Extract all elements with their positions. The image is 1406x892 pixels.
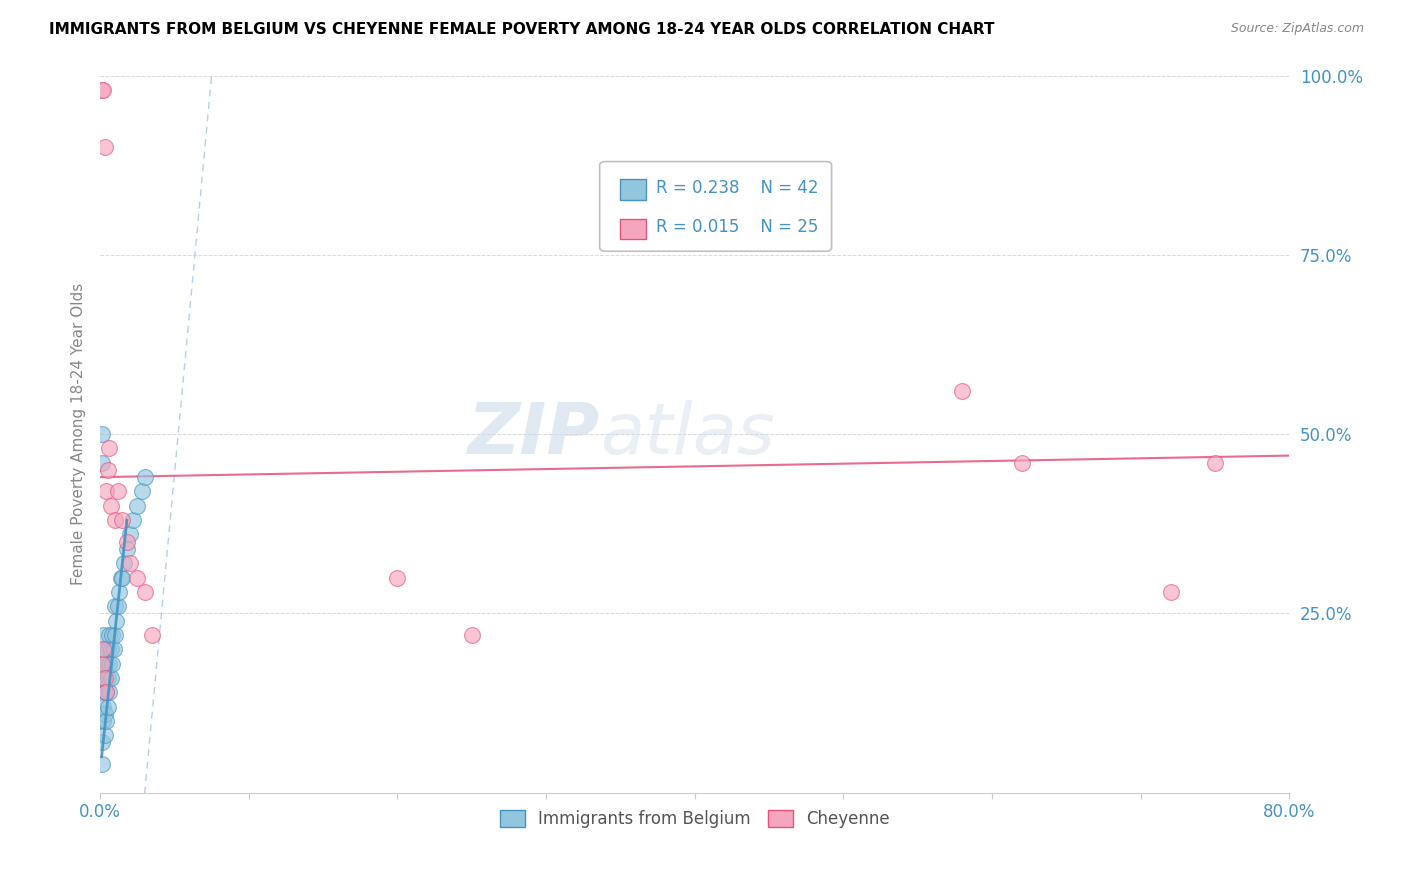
Point — [90, 83, 112, 97]
Bar — [620, 179, 645, 200]
Point — [105, 614, 128, 628]
Point — [115, 534, 138, 549]
Point — [93, 140, 115, 154]
Point — [94, 484, 117, 499]
Point — [98, 657, 121, 671]
Point — [98, 442, 121, 456]
Point — [91, 628, 114, 642]
Point — [127, 499, 149, 513]
Point — [97, 463, 120, 477]
Point — [104, 513, 127, 527]
Legend: Immigrants from Belgium, Cheyenne: Immigrants from Belgium, Cheyenne — [494, 803, 896, 835]
Point — [94, 657, 117, 671]
Point — [90, 427, 112, 442]
Point — [461, 628, 484, 642]
Point — [97, 699, 120, 714]
Point — [131, 484, 153, 499]
Y-axis label: Female Poverty Among 18-24 Year Olds: Female Poverty Among 18-24 Year Olds — [72, 283, 86, 585]
Point — [91, 642, 114, 657]
Text: IMMIGRANTS FROM BELGIUM VS CHEYENNE FEMALE POVERTY AMONG 18-24 YEAR OLDS CORRELA: IMMIGRANTS FROM BELGIUM VS CHEYENNE FEMA… — [49, 22, 994, 37]
Point — [90, 756, 112, 771]
Text: ZIP: ZIP — [467, 400, 599, 468]
Point — [110, 570, 132, 584]
Point — [112, 556, 135, 570]
Point — [93, 664, 115, 678]
Point — [115, 541, 138, 556]
Point — [91, 657, 114, 671]
Point — [134, 585, 156, 599]
Point — [91, 678, 114, 692]
Point — [93, 706, 115, 721]
Point — [97, 671, 120, 685]
Point — [1160, 585, 1182, 599]
Point — [93, 685, 115, 699]
Point — [98, 628, 121, 642]
Point — [94, 685, 117, 699]
Point — [91, 714, 114, 728]
Point — [111, 570, 134, 584]
Point — [387, 570, 409, 584]
Point — [118, 556, 141, 570]
Point — [93, 728, 115, 742]
Point — [93, 642, 115, 657]
Point — [100, 642, 122, 657]
Point — [107, 599, 129, 614]
Point — [1204, 456, 1226, 470]
Point — [121, 513, 143, 527]
Point — [141, 628, 163, 642]
Point — [107, 484, 129, 499]
Text: Source: ZipAtlas.com: Source: ZipAtlas.com — [1230, 22, 1364, 36]
Point — [1011, 456, 1033, 470]
Point — [118, 527, 141, 541]
Point — [97, 642, 120, 657]
Text: R = 0.015    N = 25: R = 0.015 N = 25 — [655, 218, 818, 236]
Point — [91, 699, 114, 714]
Point — [103, 642, 125, 657]
Point — [94, 685, 117, 699]
Text: atlas: atlas — [599, 400, 775, 468]
Point — [111, 513, 134, 527]
Point — [101, 628, 124, 642]
Point — [101, 657, 124, 671]
FancyBboxPatch shape — [599, 161, 831, 252]
Text: R = 0.238    N = 42: R = 0.238 N = 42 — [655, 179, 818, 197]
Point — [90, 735, 112, 749]
Point — [108, 585, 131, 599]
Point — [104, 599, 127, 614]
Point — [94, 714, 117, 728]
Point — [90, 657, 112, 671]
Bar — [620, 219, 645, 239]
Point — [91, 83, 114, 97]
Point — [100, 671, 122, 685]
Point — [90, 456, 112, 470]
Point — [950, 384, 973, 398]
Point — [98, 685, 121, 699]
Point — [127, 570, 149, 584]
Point — [104, 628, 127, 642]
Point — [93, 671, 115, 685]
Point — [134, 470, 156, 484]
Point — [100, 499, 122, 513]
